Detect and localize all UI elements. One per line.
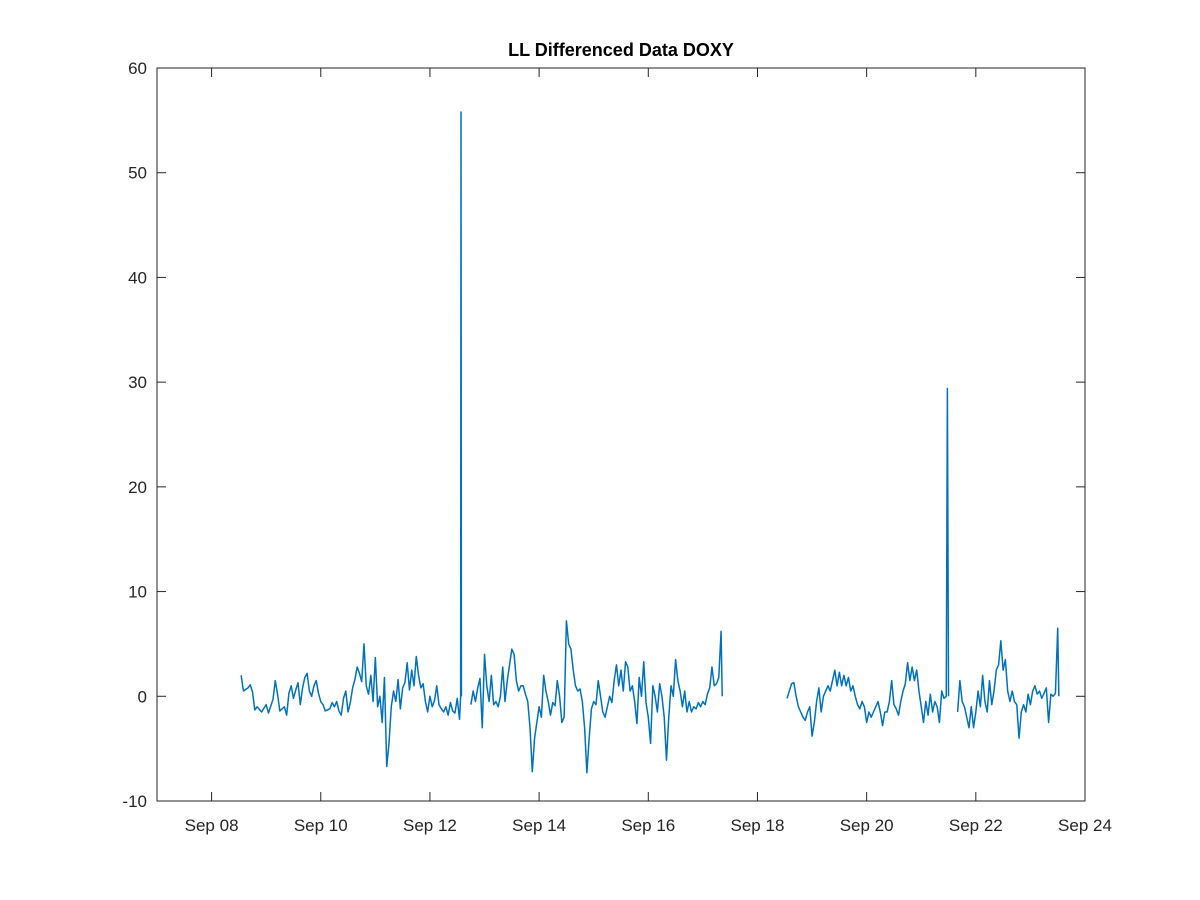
y-tick-label: 20 [128,478,147,497]
y-axis: -10 0 10 20 30 40 50 60 [122,59,1085,811]
y-tick-label: 0 [138,687,147,706]
x-tick-label: Sep 10 [294,816,348,835]
series-layer [240,111,1060,774]
x-tick-label: Sep 08 [185,816,239,835]
series-line-segment [470,620,723,774]
chart-title: LL Differenced Data DOXY [508,40,734,60]
x-tick-label: Sep 12 [403,816,457,835]
y-tick-label: -10 [122,792,147,811]
y-tick-label: 10 [128,583,147,602]
y-tick-label: 30 [128,373,147,392]
x-tick-label: Sep 16 [621,816,675,835]
x-axis: Sep 08 Sep 10 Sep 12 Sep 14 Sep 16 Sep 18 Sep … [185,68,1112,835]
y-tick-label: 50 [128,164,147,183]
y-tick-label: 40 [128,268,147,287]
x-tick-label: Sep 20 [840,816,894,835]
series-line-segment [786,387,950,737]
series-line-segment [240,111,463,768]
y-tick-label: 60 [128,59,147,78]
x-tick-label: Sep 24 [1058,816,1112,835]
x-tick-label: Sep 18 [731,816,785,835]
series-line-segment [956,627,1060,739]
plot-area [156,67,1086,802]
x-tick-label: Sep 14 [512,816,566,835]
x-tick-label: Sep 22 [949,816,1003,835]
